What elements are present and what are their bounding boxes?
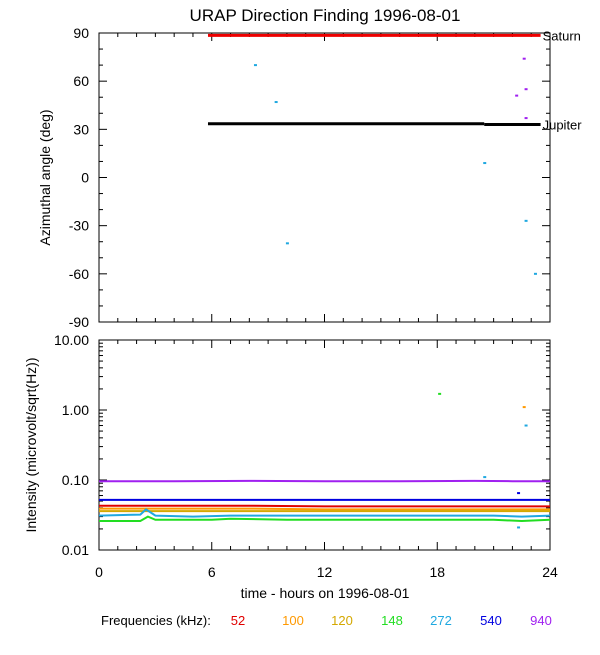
azimuth-y-tick-label: 0 <box>81 170 89 186</box>
intensity-series-52khz <box>99 506 550 507</box>
azimuth-data-point <box>525 117 528 119</box>
frequency-legend-label: Frequencies (kHz): <box>101 613 211 628</box>
frequency-legend-540khz: 540 <box>480 613 502 628</box>
intensity-y-tick-label: 1.00 <box>62 402 89 418</box>
intensity-data-point <box>525 425 528 427</box>
intensity-y-tick-label: 0.01 <box>62 542 89 558</box>
azimuth-plot-frame <box>99 33 550 322</box>
x-tick-labels: 0 6 12 18 24 <box>95 564 558 580</box>
x-tick-label: 24 <box>542 564 558 580</box>
frequency-legend-272khz: 272 <box>430 613 452 628</box>
azimuth-y-tick-label: -60 <box>69 266 89 282</box>
chart-title: URAP Direction Finding 1996-08-01 <box>190 6 461 25</box>
intensity-data-point <box>483 476 486 478</box>
frequency-legend-100khz: 100 <box>282 613 304 628</box>
azimuth-y-tick-label: 60 <box>73 73 89 89</box>
intensity-plot-frame <box>99 340 550 550</box>
intensity-data-point <box>517 526 520 528</box>
frequency-legend-120khz: 120 <box>331 613 353 628</box>
reference-label-jupiter: Jupiter <box>543 118 583 133</box>
azimuth-y-tick-label: -30 <box>69 218 89 234</box>
intensity-panel: 10.00 1.00 0.10 0.01 Intensity (microvolt/sq… <box>23 332 550 558</box>
frequency-legend-940khz: 940 <box>530 613 552 628</box>
azimuth-data-point <box>483 162 486 164</box>
azimuth-y-axis-label: Azimuthal angle (deg) <box>37 109 53 245</box>
x-tick-label: 6 <box>208 564 216 580</box>
azimuth-data-point <box>525 220 528 222</box>
frequency-legend-148khz: 148 <box>381 613 403 628</box>
frequency-legend: Frequencies (kHz): 52 100 120 148 272 540 940 <box>101 613 552 628</box>
azimuth-data-point <box>525 88 528 90</box>
frequency-legend-52khz: 52 <box>231 613 245 628</box>
intensity-y-tick-label: 10.00 <box>54 332 89 348</box>
reference-label-saturn: Saturn <box>543 28 581 43</box>
azimuth-data-point <box>534 273 537 275</box>
intensity-y-axis-label: Intensity (microvolt/sqrt(Hz)) <box>23 357 39 532</box>
x-tick-label: 0 <box>95 564 103 580</box>
azimuth-data-point <box>254 64 257 66</box>
azimuth-data-point <box>275 101 278 103</box>
intensity-series-100khz <box>99 509 550 510</box>
intensity-data-point <box>438 393 441 395</box>
azimuth-y-tick-label: -90 <box>69 314 89 330</box>
azimuth-data-point <box>515 95 518 97</box>
x-tick-label: 12 <box>317 564 333 580</box>
x-axis-label: time - hours on 1996-08-01 <box>241 585 410 601</box>
intensity-series-148khz <box>99 517 550 521</box>
intensity-y-tick-label: 0.10 <box>62 472 89 488</box>
azimuth-y-tick-label: 30 <box>73 121 89 137</box>
intensity-data-point <box>523 406 526 408</box>
azimuth-panel: 90 60 30 0 -30 -60 -90 Azimuthal angle (deg) Sat… <box>37 25 582 330</box>
azimuth-y-tick-label: 90 <box>73 25 89 41</box>
intensity-data-point <box>517 492 520 494</box>
azimuth-data-point <box>523 58 526 60</box>
azimuth-data-point <box>286 242 289 244</box>
x-tick-label: 18 <box>429 564 445 580</box>
